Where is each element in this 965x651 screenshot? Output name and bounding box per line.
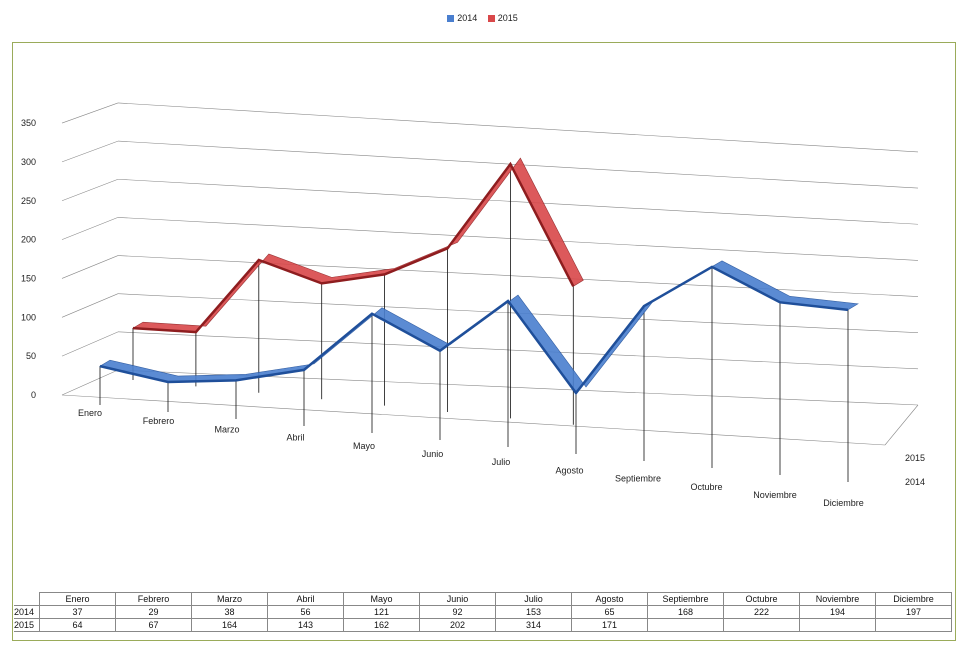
value-cell (875, 618, 952, 632)
header-cell: Marzo (191, 592, 268, 606)
side-gridline (61, 178, 119, 202)
legend: 2014 2015 (0, 13, 965, 24)
header-cell: Abril (267, 592, 344, 606)
floor-right-edge (884, 404, 919, 446)
gridline (117, 102, 919, 153)
gridline (117, 255, 919, 297)
y-tick-label: 0 (31, 390, 36, 400)
header-cell: Diciembre (875, 592, 952, 606)
legend-label: 2014 (457, 13, 478, 23)
floor-front-edge (61, 394, 886, 446)
y-tick-label: 150 (21, 273, 36, 283)
value-cell: 202 (419, 618, 496, 632)
y-tick-label: 100 (21, 312, 36, 322)
y-tick-label: 50 (26, 351, 36, 361)
gridline (117, 178, 919, 225)
header-cell: Agosto (571, 592, 648, 606)
side-gridline (61, 331, 119, 357)
side-gridline (61, 293, 119, 318)
value-cell: 194 (799, 605, 876, 619)
value-cell: 67 (115, 618, 192, 632)
x-tick-label: Febrero (143, 416, 175, 426)
header-cell: Mayo (343, 592, 420, 606)
series-line-2014 (99, 265, 849, 396)
side-gridline (61, 102, 119, 124)
x-tick-label: Agosto (555, 465, 583, 475)
value-cell: 162 (343, 618, 420, 632)
side-gridline (61, 369, 119, 396)
value-cell (799, 618, 876, 632)
value-cell: 164 (191, 618, 268, 632)
header-cell: Junio (419, 592, 496, 606)
table-header-row: Enero Febrero Marzo Abril Mayo Junio Julio Agos… (14, 592, 952, 606)
value-cell: 168 (647, 605, 724, 619)
x-tick-label: Septiembre (615, 474, 661, 484)
value-cell: 121 (343, 605, 420, 619)
legend-item-2015: 2015 (487, 13, 518, 23)
value-cell: 65 (571, 605, 648, 619)
row-label: 2014 (14, 605, 40, 619)
table-row: 2015 64 67 164 143 162 202 314 171 (14, 618, 952, 632)
side-gridline (61, 255, 119, 279)
y-tick-label: 250 (21, 196, 36, 206)
value-cell: 171 (571, 618, 648, 632)
header-cell: Febrero (115, 592, 192, 606)
plot-frame (12, 42, 956, 641)
table-row: 2014 37 29 38 56 121 92 153 65 168 222 194 197 (14, 605, 952, 619)
series-ribbon-2014 (99, 260, 859, 394)
value-cell: 64 (39, 618, 116, 632)
row-label: 2015 (14, 618, 40, 632)
x-tick-label: Abril (286, 433, 304, 443)
header-cell: Noviembre (799, 592, 876, 606)
x-tick-label: Mayo (353, 441, 375, 451)
gridline (117, 217, 919, 261)
x-tick-label: Julio (492, 457, 511, 467)
x-tick-label: Diciembre (823, 498, 864, 508)
series-line-2015 (132, 161, 575, 334)
side-gridline (61, 217, 119, 240)
header-cell: Septiembre (647, 592, 724, 606)
header-cell: Octubre (723, 592, 800, 606)
header-cell: Julio (495, 592, 572, 606)
x-tick-label: Octubre (690, 482, 722, 492)
value-cell: 37 (39, 605, 116, 619)
value-cell: 314 (495, 618, 572, 632)
legend-label: 2015 (497, 13, 518, 23)
value-cell (723, 618, 800, 632)
side-gridline (61, 140, 119, 163)
y-tick-label: 300 (21, 157, 36, 167)
legend-item-2014: 2014 (447, 13, 477, 23)
y-tick-label: 350 (21, 118, 36, 128)
x-tick-label: Enero (78, 408, 102, 418)
depth-axis-label: 2014 (905, 477, 925, 487)
value-cell: 153 (495, 605, 572, 619)
depth-axis-label: 2015 (905, 453, 925, 463)
gridline (117, 331, 919, 370)
value-cell: 143 (267, 618, 344, 632)
value-cell: 222 (723, 605, 800, 619)
data-table: Enero Febrero Marzo Abril Mayo Junio Julio Agos… (14, 592, 952, 632)
value-cell: 197 (875, 605, 952, 619)
x-tick-label: Marzo (214, 424, 239, 434)
corner-cell (14, 593, 40, 606)
value-cell (647, 618, 724, 632)
value-cell: 38 (191, 605, 268, 619)
header-cell: Enero (39, 592, 116, 606)
value-cell: 29 (115, 605, 192, 619)
value-cell: 56 (267, 605, 344, 619)
x-tick-label: Noviembre (753, 490, 797, 500)
x-tick-label: Junio (422, 449, 444, 459)
value-cell: 92 (419, 605, 496, 619)
y-tick-label: 200 (21, 235, 36, 245)
